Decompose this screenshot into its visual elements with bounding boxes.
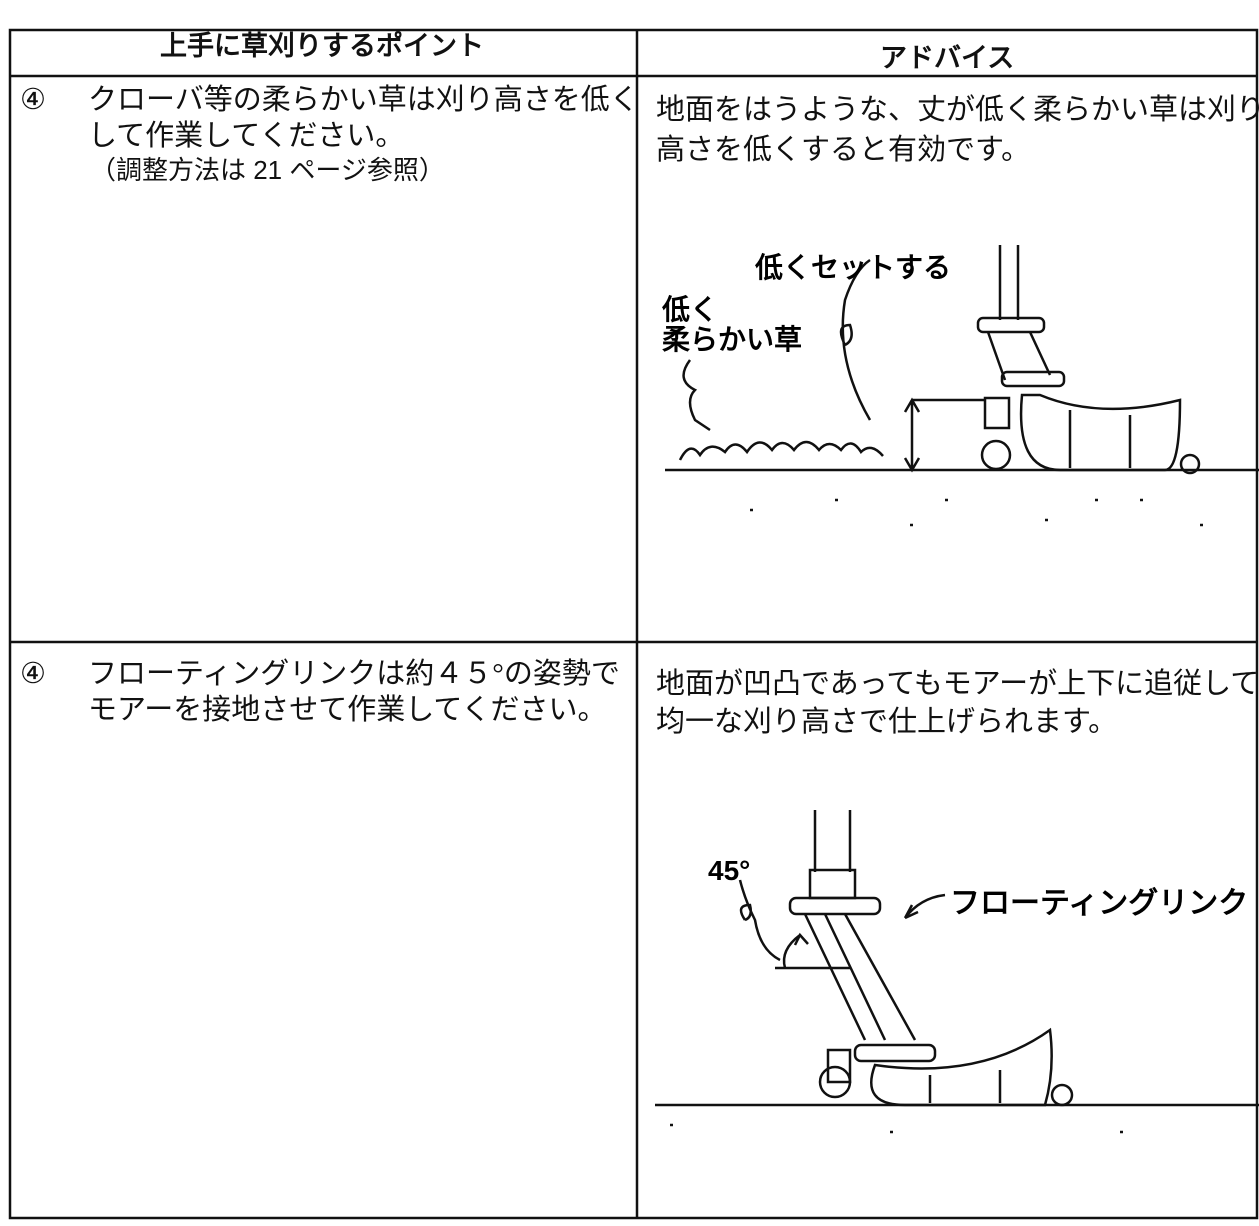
advice-line: 均一な刈り高さで仕上げられます。 bbox=[656, 706, 1118, 738]
advice-line: 高さを低くすると有効です。 bbox=[656, 134, 1031, 166]
point-line: モアーを接地させて作業してください。 bbox=[88, 694, 607, 726]
figure-label: フローティングリンク bbox=[950, 887, 1249, 920]
point-line: フローティングリンクは約４５°の姿勢で bbox=[88, 658, 620, 690]
figure-label: 柔らかい草 bbox=[662, 324, 803, 355]
figure-label: 低くセットする bbox=[755, 252, 952, 283]
header-cell: 上手に草刈りするポイント bbox=[160, 31, 484, 61]
point-marker: ④ bbox=[20, 84, 46, 116]
figure-label: 低く bbox=[662, 294, 719, 325]
figure-floating-link bbox=[655, 810, 1259, 1134]
table-border bbox=[8, 28, 1259, 1220]
point-marker: ④ bbox=[20, 658, 46, 690]
advice-line: 地面が凹凸であってもモアーが上下に追従して bbox=[656, 668, 1259, 700]
advice-line: 地面をはうような、丈が低く柔らかい草は刈り bbox=[656, 94, 1259, 126]
point-line: して作業してください。 bbox=[88, 120, 405, 152]
figure-low-cut bbox=[665, 245, 1259, 527]
point-note: （調整方法は 21 ページ参照） bbox=[90, 155, 445, 185]
figure-label: 45° bbox=[708, 855, 751, 886]
header-cell: アドバイス bbox=[880, 43, 1015, 73]
point-line: クローバ等の柔らかい草は刈り高さを低く bbox=[88, 84, 639, 116]
